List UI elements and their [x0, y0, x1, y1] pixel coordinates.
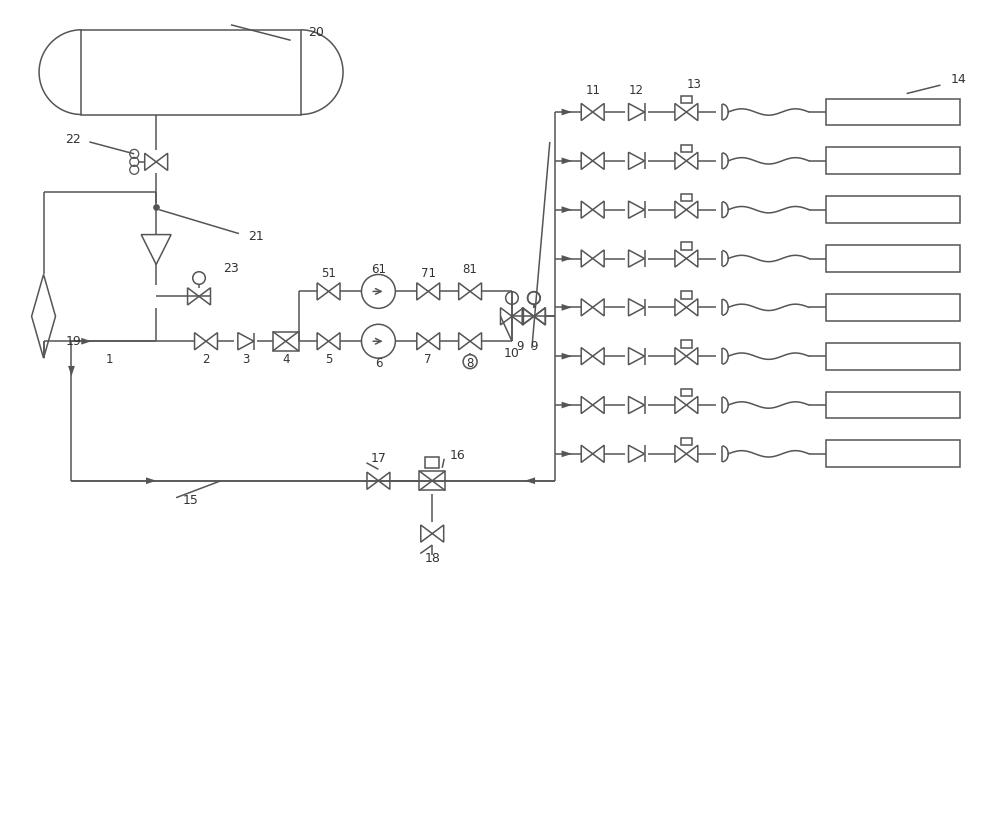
Bar	[681, 96, 692, 104]
Text: 23: 23	[223, 262, 239, 275]
Bar	[681, 144, 692, 153]
Text: 21: 21	[248, 230, 264, 243]
Bar	[826, 441, 960, 468]
Bar	[419, 471, 445, 490]
Text: 12: 12	[629, 83, 644, 96]
Text: 4: 4	[282, 353, 289, 366]
Text: 81: 81	[463, 263, 478, 276]
Text: 18: 18	[424, 552, 440, 565]
Polygon shape	[68, 366, 75, 376]
Bar	[681, 242, 692, 250]
Bar	[273, 331, 299, 351]
Text: 6: 6	[375, 357, 382, 370]
Bar	[826, 99, 960, 126]
Bar	[826, 294, 960, 321]
Text: 3: 3	[242, 353, 250, 366]
Text: 7: 7	[424, 353, 432, 366]
Text: 19: 19	[66, 335, 81, 348]
Polygon shape	[562, 401, 572, 408]
Bar	[826, 196, 960, 223]
Bar	[826, 343, 960, 370]
Text: 13: 13	[687, 78, 702, 91]
Polygon shape	[562, 353, 572, 360]
Bar	[826, 392, 960, 419]
Polygon shape	[146, 477, 156, 484]
Text: 5: 5	[325, 353, 332, 366]
Polygon shape	[562, 157, 572, 164]
Polygon shape	[81, 338, 92, 344]
Bar	[81, 30, 301, 114]
Text: 71: 71	[421, 267, 436, 280]
Bar	[681, 193, 692, 201]
Bar	[681, 340, 692, 348]
Text: 8: 8	[466, 357, 474, 370]
Text: 22: 22	[66, 133, 81, 146]
Bar	[681, 438, 692, 446]
Bar	[425, 457, 439, 468]
Text: 14: 14	[951, 73, 966, 86]
Text: 51: 51	[321, 267, 336, 280]
Bar	[681, 389, 692, 397]
Text: 20: 20	[308, 26, 324, 39]
Polygon shape	[562, 206, 572, 213]
Text: 10: 10	[504, 347, 520, 360]
Text: 11: 11	[585, 83, 600, 96]
Text: 15: 15	[183, 494, 199, 508]
Polygon shape	[562, 304, 572, 311]
Text: 16: 16	[449, 450, 465, 463]
Text: 9: 9	[530, 339, 538, 353]
Polygon shape	[562, 255, 572, 262]
Text: 1: 1	[106, 353, 113, 366]
Bar	[826, 245, 960, 272]
Bar	[681, 291, 692, 299]
Text: 2: 2	[202, 353, 210, 366]
Text: 17: 17	[370, 452, 386, 465]
Text: 61: 61	[371, 263, 386, 276]
Polygon shape	[562, 109, 572, 115]
Polygon shape	[525, 477, 535, 484]
Text: 9: 9	[516, 339, 524, 353]
Polygon shape	[562, 450, 572, 457]
Bar	[826, 148, 960, 175]
